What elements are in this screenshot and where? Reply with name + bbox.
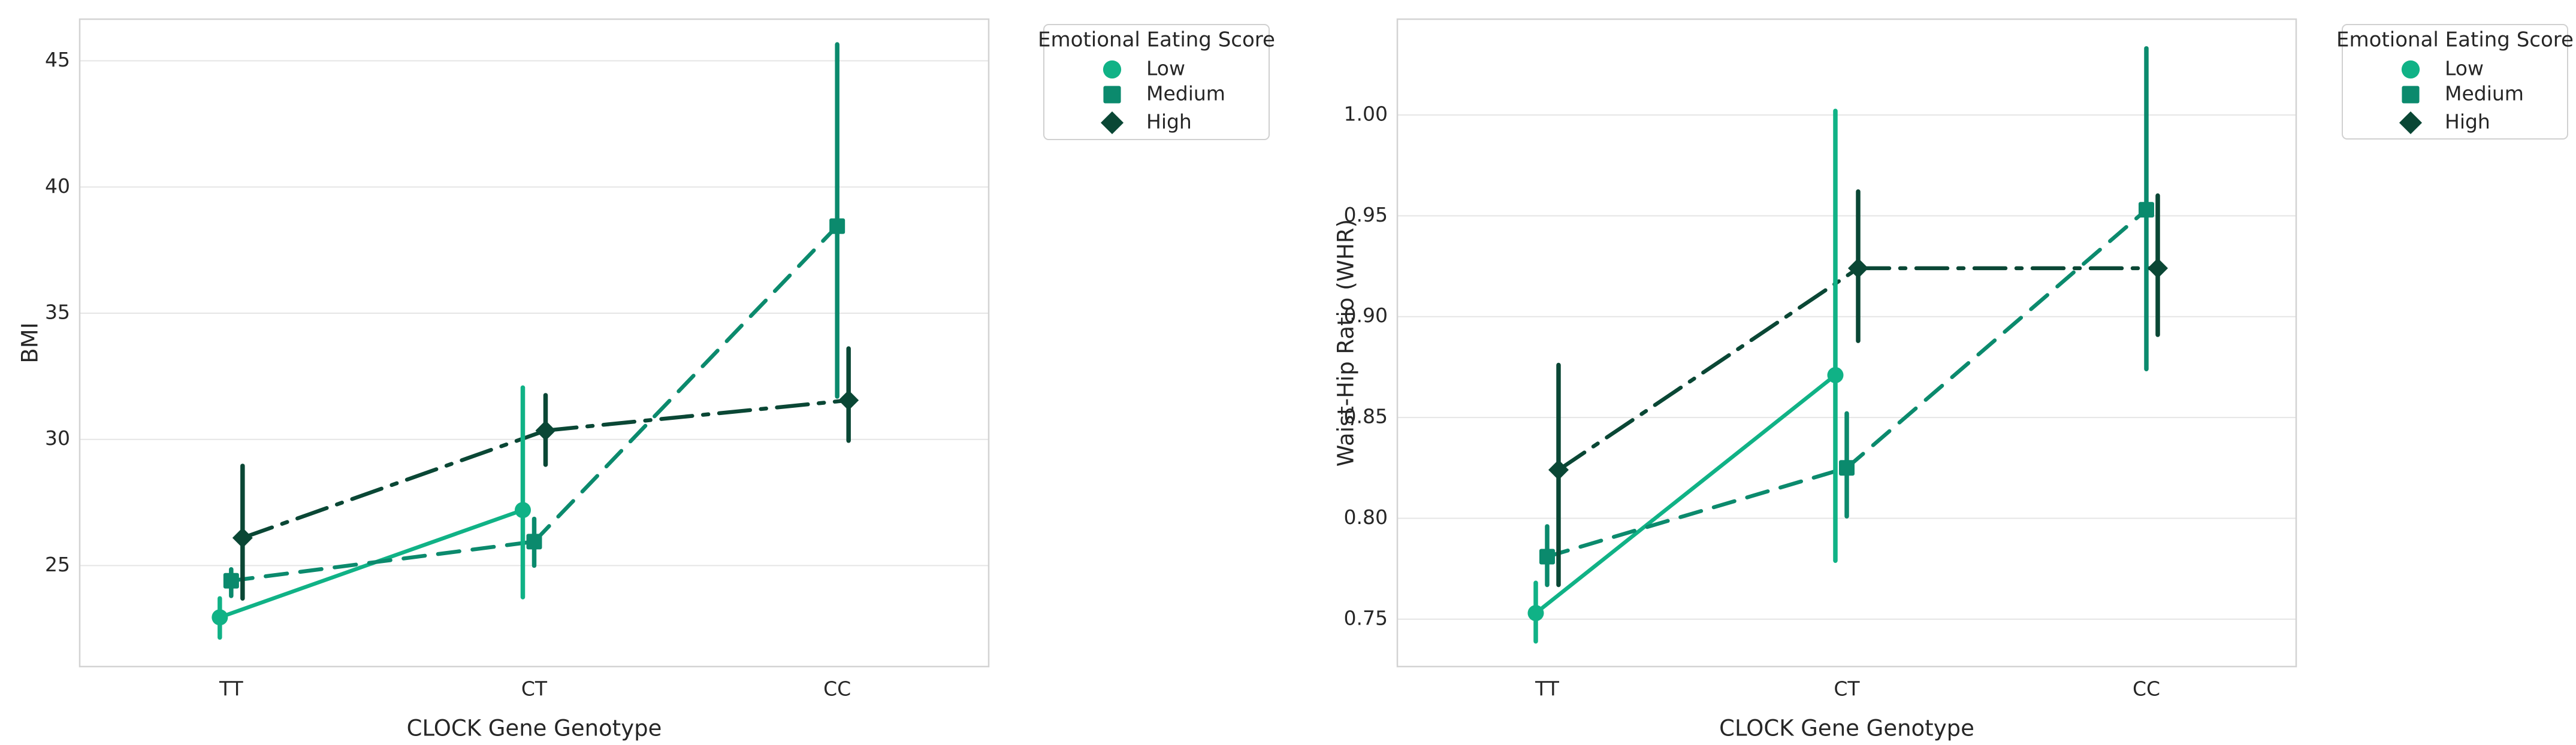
legend-label: High [2445, 110, 2490, 134]
panel-bmi: 25 30 35 40 45 TT CT CC CLOCK Gene Genotype BMI Em… [17, 18, 1275, 741]
y-tick-label: 0.95 [1344, 203, 1388, 226]
marker-square-medium [1839, 460, 1855, 476]
marker-square-medium [829, 218, 845, 234]
x-axis-label: CLOCK Gene Genotype [1719, 716, 1974, 741]
y-tick-label: 30 [45, 426, 70, 450]
marker-diamond-high [1100, 111, 1124, 135]
axes-spines [78, 18, 990, 668]
marker-diamond-high [838, 390, 859, 411]
marker-diamond-high [2399, 111, 2423, 135]
marker-circle-low [515, 502, 531, 519]
legend-box [1043, 24, 1270, 140]
marker-circle-low [212, 609, 228, 626]
marker-diamond-high [232, 528, 253, 549]
y-tick-label: 0.80 [1344, 505, 1388, 529]
marker-diamond-high [535, 420, 556, 441]
x-tick-label: CC [823, 677, 851, 701]
y-tick-label: 25 [45, 553, 70, 576]
marker-circle-low [1103, 60, 1122, 79]
x-axis-label: CLOCK Gene Genotype [407, 716, 662, 741]
marker-diamond-high [1848, 258, 1868, 278]
y-tick-label: 45 [45, 48, 70, 71]
legend-box [2342, 24, 2568, 140]
x-tick-label: TT [1535, 677, 1560, 701]
legend-label: Medium [1146, 82, 1225, 105]
legend-label: High [1146, 110, 1192, 134]
marker-diamond-high [1548, 459, 1569, 480]
y-tick-label: 40 [45, 174, 70, 198]
panel-whr: 0.75 0.80 0.85 0.90 0.95 1.00 TT CT CC CLOCK Gene… [1333, 18, 2574, 741]
marker-square-medium [526, 534, 542, 550]
series-line-medium [1545, 466, 1849, 559]
marker-square-medium [2139, 202, 2154, 218]
y-tick-label: 0.90 [1344, 304, 1388, 327]
series-line-high [240, 428, 548, 540]
x-tick-label: CC [2133, 677, 2160, 701]
x-tick-label: CT [1834, 677, 1860, 701]
series-line-high [543, 398, 851, 433]
y-tick-label: 1.00 [1344, 102, 1388, 125]
x-tick-label: TT [219, 677, 244, 701]
marker-square-medium [1103, 86, 1121, 104]
series-line-high [1556, 266, 1861, 472]
marker-square-medium [223, 573, 239, 589]
legend-title: Emotional Eating Score [2336, 28, 2574, 52]
legend-label: Low [2445, 57, 2484, 80]
marker-diamond-high [2148, 258, 2168, 278]
marker-circle-low [1527, 605, 1544, 622]
marker-square-medium [2402, 86, 2420, 104]
marker-square-medium [1539, 549, 1555, 565]
series-line-medium [1844, 207, 2149, 470]
y-axis-label: Waist-Hip Ratio (WHR) [1333, 219, 1359, 467]
marker-circle-low [1827, 367, 1844, 383]
legend-label: Low [1146, 57, 1185, 80]
legend-title: Emotional Eating Score [1038, 28, 1275, 52]
series-line-medium [229, 540, 536, 583]
x-tick-label: CT [521, 677, 548, 701]
y-tick-label: 35 [45, 300, 70, 323]
marker-circle-low [2401, 60, 2420, 79]
legend-label: Medium [2445, 82, 2524, 105]
axes-spines [1396, 18, 2297, 668]
series-line-low [1533, 373, 1838, 616]
y-tick-label: 0.85 [1344, 405, 1388, 428]
series-line-medium [532, 224, 839, 544]
y-tick-label: 0.75 [1344, 606, 1388, 629]
y-axis-label: BMI [17, 322, 43, 363]
